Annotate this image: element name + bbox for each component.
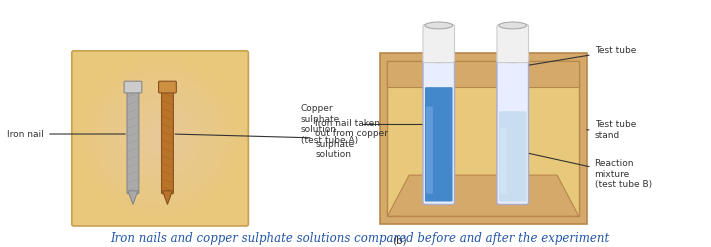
FancyBboxPatch shape bbox=[127, 89, 139, 194]
Text: Test tube
stand: Test tube stand bbox=[587, 120, 636, 140]
FancyBboxPatch shape bbox=[497, 59, 528, 205]
Text: Test tube: Test tube bbox=[529, 46, 636, 65]
Text: (b): (b) bbox=[392, 236, 407, 246]
Ellipse shape bbox=[425, 55, 452, 62]
FancyBboxPatch shape bbox=[499, 111, 527, 202]
FancyBboxPatch shape bbox=[423, 59, 454, 205]
Ellipse shape bbox=[499, 55, 527, 62]
FancyBboxPatch shape bbox=[380, 53, 587, 224]
Polygon shape bbox=[128, 191, 138, 205]
FancyBboxPatch shape bbox=[72, 51, 248, 226]
Text: Copper
sulphate
solution
(test tube A): Copper sulphate solution (test tube A) bbox=[301, 104, 422, 144]
Text: Iron nails and copper sulphate solutions compared before and after the experimen: Iron nails and copper sulphate solutions… bbox=[110, 232, 609, 245]
FancyBboxPatch shape bbox=[500, 128, 507, 194]
Polygon shape bbox=[163, 191, 172, 205]
FancyBboxPatch shape bbox=[424, 50, 454, 60]
FancyBboxPatch shape bbox=[426, 107, 433, 194]
Ellipse shape bbox=[425, 22, 452, 29]
Polygon shape bbox=[387, 175, 579, 216]
Text: Iron nail taken
out from copper
sulphate
solution: Iron nail taken out from copper sulphate… bbox=[175, 119, 388, 159]
Ellipse shape bbox=[499, 22, 527, 29]
FancyBboxPatch shape bbox=[425, 87, 452, 202]
FancyBboxPatch shape bbox=[497, 24, 528, 62]
Bar bbox=[387, 61, 579, 87]
FancyBboxPatch shape bbox=[159, 81, 176, 93]
FancyBboxPatch shape bbox=[387, 61, 579, 216]
Text: Iron nail: Iron nail bbox=[7, 129, 125, 139]
FancyBboxPatch shape bbox=[161, 89, 173, 194]
FancyBboxPatch shape bbox=[124, 81, 141, 93]
Text: Reaction
mixture
(test tube B): Reaction mixture (test tube B) bbox=[529, 153, 652, 189]
FancyBboxPatch shape bbox=[423, 24, 454, 62]
